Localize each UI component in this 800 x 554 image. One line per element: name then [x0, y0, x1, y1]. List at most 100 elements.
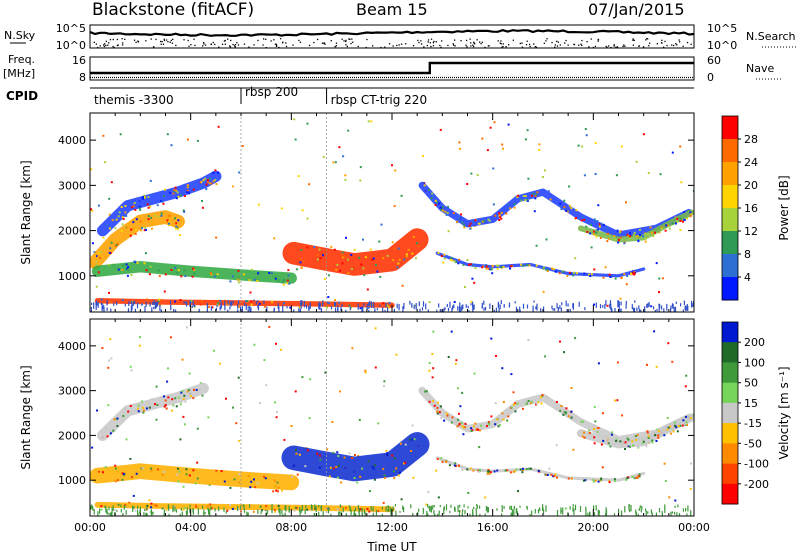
band-speckle	[520, 198, 523, 201]
band-speckle	[356, 481, 359, 484]
ground-strip	[239, 306, 242, 312]
band-speckle	[190, 300, 193, 303]
band-speckle	[336, 263, 339, 266]
band-speckle	[553, 475, 556, 478]
nsearch-dot	[223, 40, 226, 42]
ground-strip	[429, 505, 431, 512]
band-speckle	[658, 231, 661, 234]
nsearch-dot	[405, 43, 407, 45]
ground-strip	[93, 508, 95, 515]
nsearch-dot	[109, 39, 112, 41]
band-speckle	[131, 300, 134, 303]
noise-cell	[555, 444, 558, 447]
band-speckle	[212, 171, 215, 174]
band-speckle	[562, 413, 565, 416]
colorbar-tick-label: 24	[744, 156, 758, 169]
nsearch-dot	[388, 43, 391, 45]
band-speckle	[183, 269, 186, 272]
band-speckle	[596, 431, 599, 433]
band-speckle	[458, 258, 461, 261]
noise-cell	[432, 330, 435, 333]
ground-strip	[410, 504, 412, 509]
band-speckle	[672, 222, 674, 225]
ground-strip	[349, 507, 351, 510]
ground-strip	[628, 504, 630, 508]
ground-strip	[395, 510, 397, 516]
colorbar-swatch	[722, 362, 738, 384]
nsearch-dot	[116, 38, 119, 41]
band-speckle	[423, 184, 426, 187]
band-speckle	[625, 478, 628, 481]
band-speckle	[340, 481, 343, 484]
nsearch-dot	[554, 46, 556, 48]
band-speckle	[316, 254, 319, 257]
band-speckle	[120, 206, 123, 208]
band-speckle	[135, 218, 138, 221]
band-speckle	[122, 415, 125, 417]
band-speckle	[386, 254, 389, 257]
ground-strip	[484, 306, 487, 311]
band-speckle	[173, 188, 176, 191]
colorbar-swatch	[722, 342, 738, 363]
band-speckle	[117, 503, 120, 506]
ground-strip	[304, 509, 306, 515]
ground-strip	[451, 307, 453, 312]
noise-cell	[476, 174, 479, 176]
noise-cell	[490, 415, 493, 418]
ground-strip	[446, 303, 448, 308]
freq-trace	[90, 61, 694, 79]
band-speckle	[130, 274, 133, 276]
nsky-tick-bottom: 10^0	[56, 39, 86, 52]
band-speckle	[126, 267, 129, 270]
noise-cell	[583, 174, 586, 177]
band-speckle	[582, 420, 585, 423]
nsearch-dot	[623, 44, 625, 46]
band-speckle	[150, 469, 153, 472]
scatter-band	[418, 181, 693, 239]
noise-cell	[238, 439, 241, 442]
band-speckle	[469, 222, 472, 225]
ground-strip	[163, 509, 165, 514]
ground-strip	[472, 301, 474, 307]
ground-strip	[311, 505, 313, 511]
nsearch-dot	[551, 41, 553, 44]
noise-cell	[394, 169, 397, 172]
nsearch-dot	[236, 42, 238, 44]
ground-strip	[210, 506, 212, 511]
ground-strip	[130, 305, 132, 312]
band-speckle	[683, 218, 686, 221]
ground-strip	[672, 304, 674, 309]
ground-strip	[170, 304, 172, 311]
band-speckle	[363, 274, 366, 277]
noise-cell	[674, 499, 677, 502]
ground-strip	[493, 309, 495, 312]
ytick-label: 1000	[58, 474, 86, 487]
nsearch-dot	[546, 38, 548, 40]
ground-strip	[382, 307, 384, 312]
band-speckle	[424, 390, 427, 393]
ground-strip	[210, 306, 212, 311]
scatter-band	[281, 432, 430, 482]
nsearch-dot	[351, 38, 353, 40]
nsearch-dot	[257, 39, 259, 42]
band-speckle	[627, 438, 630, 441]
band-speckle	[157, 269, 160, 272]
band-speckle	[437, 401, 439, 404]
noise-cell	[185, 326, 188, 329]
band-speckle	[618, 231, 621, 234]
ground-strip	[674, 306, 677, 312]
band-speckle	[168, 220, 171, 223]
nsearch-dot	[117, 44, 119, 46]
ground-strip	[387, 509, 389, 512]
band-speckle	[151, 223, 154, 226]
band-speckle	[525, 468, 528, 470]
scatter-band	[90, 463, 300, 491]
nsearch-dot	[124, 38, 126, 40]
ground-strip	[678, 513, 681, 516]
band-speckle	[516, 402, 519, 405]
noise-cell	[332, 161, 335, 164]
band-speckle	[453, 260, 456, 263]
band-speckle	[168, 224, 171, 227]
nsearch-dot	[93, 41, 95, 43]
